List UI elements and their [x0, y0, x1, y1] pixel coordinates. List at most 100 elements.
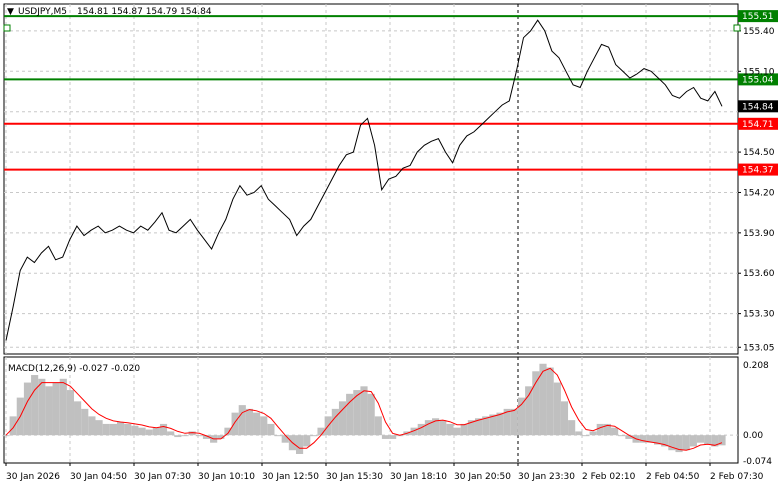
macd-bar — [74, 401, 82, 436]
chart-menu-arrow-icon[interactable]: ▼ — [7, 7, 14, 17]
macd-bar — [310, 435, 318, 437]
macd-bar — [575, 431, 583, 436]
time-tick-label: 30 Jan 23:30 — [518, 472, 575, 482]
macd-bar — [109, 423, 117, 436]
macd-bar — [525, 386, 533, 436]
macd-bar — [482, 416, 490, 436]
price-tick-label: 153.05 — [743, 343, 775, 353]
price-tick-label: 153.30 — [743, 310, 775, 320]
macd-bar — [639, 435, 647, 443]
macd-bar — [589, 431, 597, 436]
macd-tick-label: 0.208 — [743, 361, 769, 371]
macd-bar — [474, 418, 483, 436]
macd-bar — [152, 427, 160, 436]
price-panel — [3, 3, 739, 355]
current-price-badge — [738, 100, 778, 113]
macd-bar — [718, 435, 726, 446]
macd-bar — [224, 427, 232, 436]
price-tick-label: 154.50 — [743, 148, 775, 158]
macd-bar — [381, 435, 390, 439]
macd-bar — [553, 382, 561, 436]
level-handle-left[interactable] — [3, 24, 11, 32]
macd-bar — [360, 386, 368, 436]
macd-bar — [496, 412, 504, 436]
macd-bar — [238, 405, 246, 436]
macd-bar — [696, 435, 705, 443]
macd-bar — [174, 435, 182, 438]
macd-bar — [682, 435, 690, 451]
macd-bar — [546, 367, 554, 436]
macd-bar — [245, 408, 254, 436]
macd-tick-label: -0.074 — [743, 457, 772, 467]
chart-ohlc-values: 154.81 154.87 154.79 154.84 — [77, 7, 212, 17]
macd-title: MACD(12,26,9) -0.027 -0.020 — [8, 364, 140, 374]
time-tick-label: 30 Jan 04:50 — [70, 472, 127, 482]
level-badge-label: 155.51 — [742, 12, 774, 22]
price-tick-label: 155.10 — [743, 67, 775, 77]
time-tick-label: 30 Jan 18:10 — [390, 472, 447, 482]
macd-bar — [38, 378, 46, 436]
macd-bar — [188, 431, 196, 436]
macd-bar — [260, 416, 268, 436]
macd-bar — [510, 408, 518, 436]
price-axis: 155.40 155.10 154.50 154.20 153.90 153.60 153.… — [738, 27, 775, 353]
macd-bar — [231, 412, 239, 436]
macd-bar — [303, 435, 311, 447]
macd-bar — [417, 423, 425, 436]
macd-bar — [138, 427, 146, 436]
macd-bar — [274, 435, 282, 437]
macd-bar — [532, 371, 540, 436]
macd-bar — [704, 435, 712, 445]
macd-bar — [2, 435, 10, 437]
time-tick-label: 2 Feb 04:50 — [646, 472, 700, 482]
macd-bar — [253, 412, 261, 436]
price-series-line — [5, 19, 723, 341]
macd-bar — [618, 435, 626, 437]
time-tick-label: 30 Jan 12:50 — [262, 472, 319, 482]
macd-bar — [453, 427, 461, 436]
macd-bar — [353, 390, 361, 436]
time-tick-label: 30 Jan 07:30 — [134, 472, 191, 482]
macd-bar — [432, 418, 440, 436]
macd-bar — [503, 408, 511, 436]
macd-signal-line — [5, 367, 723, 451]
price-tick-label: 153.90 — [743, 229, 775, 239]
price-tick-label: 153.60 — [743, 269, 775, 279]
macd-bar — [446, 423, 454, 436]
macd-bar — [560, 401, 569, 436]
macd-bar — [675, 435, 683, 453]
price-tick-label: 154.20 — [743, 188, 775, 198]
macd-bar — [59, 378, 67, 436]
level-badge-label: 154.37 — [742, 166, 774, 176]
macd-bar — [596, 423, 604, 436]
macd-bar — [81, 408, 89, 436]
macd-bar — [267, 423, 275, 436]
level-lines: 155.51 155.04 154.71 154.37 154.84 — [4, 10, 778, 176]
macd-bar — [217, 435, 225, 439]
macd-bar — [653, 435, 662, 445]
macd-bar — [489, 414, 497, 436]
macd-bar — [374, 416, 382, 436]
level-badge-label: 155.04 — [742, 75, 774, 85]
macd-bar — [102, 423, 110, 436]
macd-bar — [317, 427, 325, 436]
level-handle-right[interactable] — [733, 24, 741, 32]
macd-bar — [603, 423, 612, 436]
time-tick-label: 2 Feb 02:10 — [582, 472, 636, 482]
macd-bar — [661, 435, 669, 447]
macd-bar — [124, 423, 132, 436]
macd-bar — [167, 431, 175, 436]
level-badge-label: 154.71 — [742, 120, 774, 130]
macd-bar — [539, 363, 547, 436]
macd-bar — [95, 420, 103, 436]
macd-bar — [646, 435, 654, 443]
time-tick-label: 30 Jan 20:50 — [454, 472, 511, 482]
macd-bar — [331, 408, 339, 436]
level-badge — [738, 163, 778, 176]
macd-bar — [338, 401, 347, 436]
macd-bar — [9, 416, 17, 436]
macd-bar — [31, 375, 39, 436]
macd-bar — [389, 435, 397, 439]
time-tick-label: 2 Feb 07:30 — [710, 472, 764, 482]
